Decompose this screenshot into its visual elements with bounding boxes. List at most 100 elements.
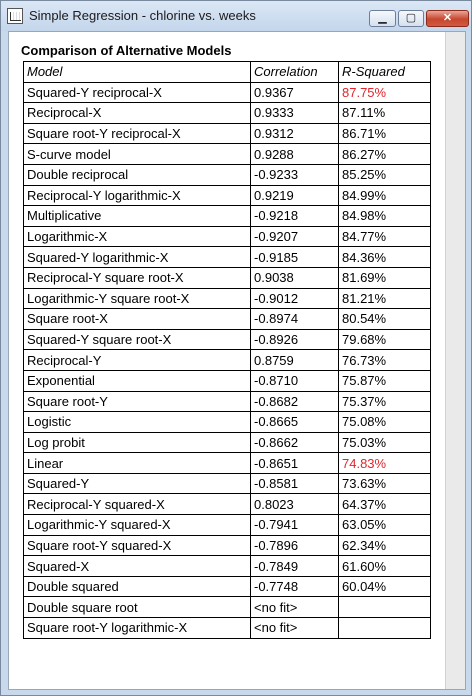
r-squared-cell: 75.87%: [338, 369, 431, 392]
correlation-cell: 0.9312: [250, 122, 339, 145]
r-squared-cell: 62.34%: [338, 534, 431, 557]
column-header-model: Model: [23, 61, 251, 83]
table-row: Logarithmic-Y squared-X -0.7941 63.05%: [23, 514, 431, 536]
table-row: Squared-X -0.7849 61.60%: [23, 555, 431, 577]
model-cell: Logarithmic-Y squared-X: [23, 514, 251, 536]
correlation-cell: 0.9333: [250, 102, 339, 124]
model-cell: Reciprocal-Y: [23, 349, 251, 371]
table-row: Double squared -0.7748 60.04%: [23, 575, 431, 598]
table-row: Squared-Y square root-X -0.8926 79.68%: [23, 328, 431, 351]
table-row: Logarithmic-X -0.9207 84.77%: [23, 225, 431, 248]
model-cell: Reciprocal-X: [23, 102, 251, 124]
correlation-cell: -0.8662: [250, 431, 339, 454]
model-cell: Reciprocal-Y logarithmic-X: [23, 184, 251, 207]
correlation-cell: 0.9367: [250, 81, 339, 104]
table-row: Multiplicative -0.9218 84.98%: [23, 205, 431, 227]
r-squared-cell: 85.25%: [338, 163, 431, 186]
close-button[interactable]: ✕: [426, 10, 469, 27]
correlation-cell: -0.7748: [250, 575, 339, 598]
r-squared-cell: 75.37%: [338, 390, 431, 413]
column-header-r-squared: R-Squared: [338, 61, 431, 83]
table-row: Reciprocal-Y squared-X 0.8023 64.37%: [23, 493, 431, 516]
r-squared-cell: 80.54%: [338, 308, 431, 330]
r-squared-cell: 84.36%: [338, 246, 431, 268]
model-cell: Square root-Y reciprocal-X: [23, 122, 251, 145]
r-squared-cell: 84.99%: [338, 184, 431, 207]
maximize-button[interactable]: ▢: [398, 10, 424, 27]
r-squared-cell: 74.83%: [338, 452, 431, 474]
model-cell: Double reciprocal: [23, 163, 251, 186]
r-squared-cell: [338, 596, 431, 619]
table-row: Exponential -0.8710 75.87%: [23, 369, 431, 392]
model-cell: Squared-X: [23, 555, 251, 577]
table-row: Reciprocal-Y 0.8759 76.73%: [23, 349, 431, 371]
correlation-cell: 0.9288: [250, 143, 339, 165]
table-row: Reciprocal-Y square root-X 0.9038 81.69%: [23, 266, 431, 289]
model-cell: Reciprocal-Y square root-X: [23, 266, 251, 289]
model-cell: Log probit: [23, 431, 251, 454]
correlation-cell: -0.7896: [250, 534, 339, 557]
table-row: Linear -0.8651 74.83%: [23, 452, 431, 474]
r-squared-cell: 87.11%: [338, 102, 431, 124]
correlation-cell: <no fit>: [250, 596, 339, 619]
correlation-cell: -0.9185: [250, 246, 339, 268]
model-cell: Square root-X: [23, 308, 251, 330]
r-squared-cell: 79.68%: [338, 328, 431, 351]
r-squared-cell: 84.77%: [338, 225, 431, 248]
table-row: Double reciprocal -0.9233 85.25%: [23, 163, 431, 186]
model-cell: Square root-Y squared-X: [23, 534, 251, 557]
model-cell: Logistic: [23, 411, 251, 433]
table-row: Squared-Y -0.8581 73.63%: [23, 472, 431, 495]
r-squared-cell: 76.73%: [338, 349, 431, 371]
table-row: Reciprocal-X 0.9333 87.11%: [23, 102, 431, 124]
r-squared-cell: 86.71%: [338, 122, 431, 145]
table-row: Log probit -0.8662 75.03%: [23, 431, 431, 454]
r-squared-cell: 87.75%: [338, 81, 431, 104]
table-row: S-curve model 0.9288 86.27%: [23, 143, 431, 165]
r-squared-cell: 61.60%: [338, 555, 431, 577]
correlation-cell: -0.9218: [250, 205, 339, 227]
table-row: Square root-Y reciprocal-X 0.9312 86.71%: [23, 122, 431, 145]
model-cell: Double squared: [23, 575, 251, 598]
table-row: Square root-Y squared-X -0.7896 62.34%: [23, 534, 431, 557]
correlation-cell: -0.8974: [250, 308, 339, 330]
correlation-cell: -0.7941: [250, 514, 339, 536]
correlation-cell: -0.8682: [250, 390, 339, 413]
table-row: Square root-Y logarithmic-X <no fit>: [23, 617, 431, 639]
correlation-cell: -0.9207: [250, 225, 339, 248]
model-cell: Multiplicative: [23, 205, 251, 227]
correlation-cell: -0.8665: [250, 411, 339, 433]
r-squared-cell: [338, 617, 431, 639]
r-squared-cell: 75.03%: [338, 431, 431, 454]
table-row: Square root-X -0.8974 80.54%: [23, 308, 431, 330]
model-cell: Exponential: [23, 369, 251, 392]
table-row: Square root-Y -0.8682 75.37%: [23, 390, 431, 413]
correlation-cell: 0.8023: [250, 493, 339, 516]
vertical-scrollbar[interactable]: [445, 32, 465, 689]
model-cell: Linear: [23, 452, 251, 474]
minimize-button[interactable]: ▁: [369, 10, 396, 27]
correlation-cell: <no fit>: [250, 617, 339, 639]
window-title: Simple Regression - chlorine vs. weeks: [29, 8, 256, 23]
model-cell: Double square root: [23, 596, 251, 619]
correlation-cell: -0.9233: [250, 163, 339, 186]
model-cell: S-curve model: [23, 143, 251, 165]
r-squared-cell: 86.27%: [338, 143, 431, 165]
correlation-cell: -0.8710: [250, 369, 339, 392]
r-squared-cell: 60.04%: [338, 575, 431, 598]
r-squared-cell: 63.05%: [338, 514, 431, 536]
table-row: Logistic -0.8665 75.08%: [23, 411, 431, 433]
r-squared-cell: 81.69%: [338, 266, 431, 289]
table-row: Double square root <no fit>: [23, 596, 431, 619]
model-cell: Logarithmic-Y square root-X: [23, 287, 251, 310]
model-cell: Square root-Y logarithmic-X: [23, 617, 251, 639]
title-bar[interactable]: Simple Regression - chlorine vs. weeks ▁…: [1, 1, 471, 31]
correlation-cell: 0.9038: [250, 266, 339, 289]
correlation-cell: -0.9012: [250, 287, 339, 310]
correlation-cell: 0.9219: [250, 184, 339, 207]
r-squared-cell: 73.63%: [338, 472, 431, 495]
table-row: Logarithmic-Y square root-X -0.9012 81.21%: [23, 287, 431, 310]
model-cell: Squared-Y: [23, 472, 251, 495]
models-table: Model Correlation R-Squared Squared-Y re…: [23, 61, 431, 639]
r-squared-cell: 64.37%: [338, 493, 431, 516]
